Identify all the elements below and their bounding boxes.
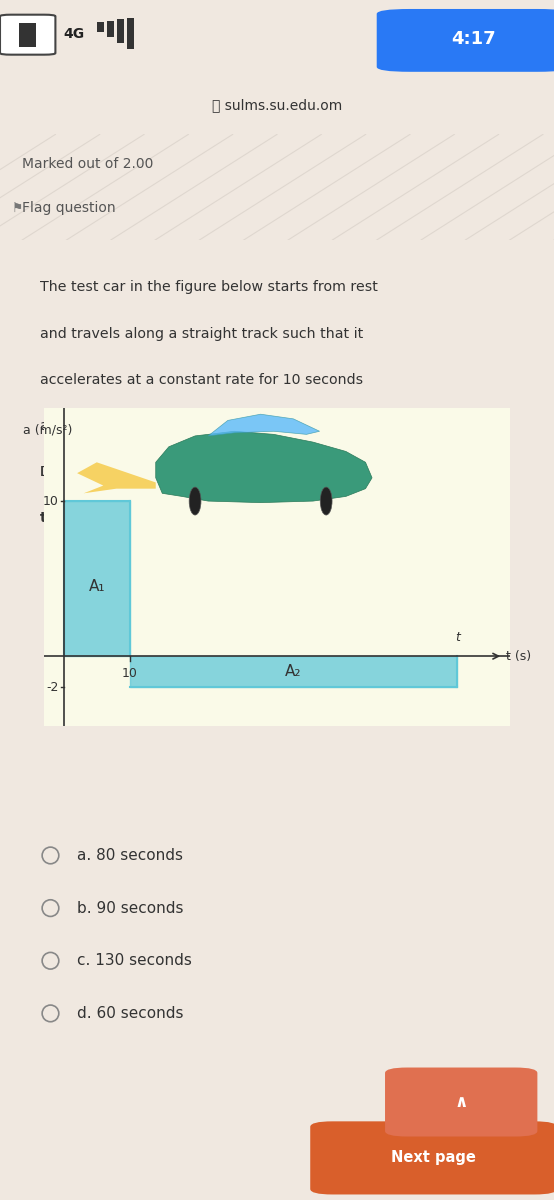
Text: Flag question: Flag question [22,202,116,215]
Bar [107,20,114,37]
Bar [97,23,104,31]
Text: 10: 10 [121,667,137,680]
Text: A₂: A₂ [285,665,301,679]
Text: a. 80 seconds: a. 80 seconds [76,848,182,863]
Text: accelerates at a constant rate for 10 seconds: accelerates at a constant rate for 10 se… [40,373,363,386]
Text: 10: 10 [43,494,59,508]
Text: Determine the time needed to stop the car.: Determine the time needed to stop the ca… [40,466,354,479]
Polygon shape [156,431,372,503]
Bar [19,23,36,47]
Polygon shape [208,414,320,436]
Text: c. 130 seconds: c. 130 seconds [76,953,191,968]
Text: 🔒 sulms.su.edu.om: 🔒 sulms.su.edu.om [212,98,342,113]
Text: 4:17: 4:17 [452,30,496,48]
FancyBboxPatch shape [377,8,554,72]
Text: -2: -2 [47,680,59,694]
FancyBboxPatch shape [385,1068,537,1136]
Text: 4G: 4G [64,28,85,41]
Text: Determine the time needed to stop the car.: Determine the time needed to stop the ca… [40,466,354,479]
Text: the kinematic equations of particles).: the kinematic equations of particles). [40,511,340,526]
Text: and then decelerates at a constant rate.: and then decelerates at a constant rate. [40,419,328,433]
FancyBboxPatch shape [64,413,490,498]
FancyBboxPatch shape [0,14,55,55]
Circle shape [189,487,201,515]
Text: t: t [455,631,460,643]
Circle shape [320,487,332,515]
Text: Marked out of 2.00: Marked out of 2.00 [22,157,153,170]
Text: ⚑: ⚑ [12,202,23,215]
Text: d. 60 seconds: d. 60 seconds [76,1006,183,1021]
Text: b. 90 seconds: b. 90 seconds [76,900,183,916]
Text: t (s): t (s) [506,649,531,662]
Text: The test car in the figure below starts from rest: The test car in the figure below starts … [40,281,378,294]
Text: and travels along a straight track such that it: and travels along a straight track such … [40,326,363,341]
Text: a (m/s²): a (m/s²) [23,424,72,437]
Text: ∧: ∧ [454,1093,468,1111]
Bar [117,19,124,43]
FancyBboxPatch shape [310,1121,554,1194]
Polygon shape [77,462,156,493]
Text: Next page: Next page [391,1151,476,1165]
Text: A₁: A₁ [89,578,105,594]
Bar [127,18,134,49]
Text: (Use: (Use [399,466,435,479]
